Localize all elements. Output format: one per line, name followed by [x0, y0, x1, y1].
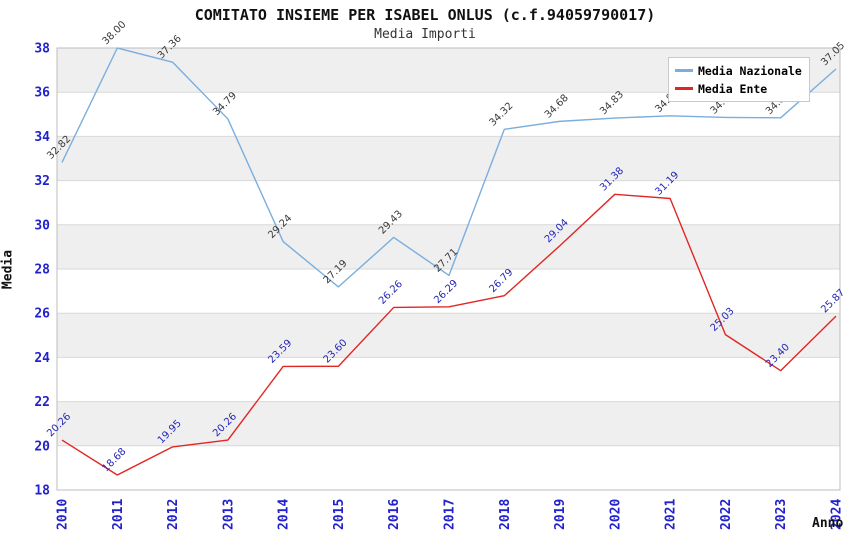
y-tick-label: 22: [34, 395, 50, 410]
y-tick-label: 30: [34, 218, 50, 233]
legend-swatch-nazionale-icon: [675, 69, 693, 72]
y-tick-label: 20: [34, 439, 50, 454]
plot-band: [57, 224, 840, 269]
x-tick-label: 2023: [774, 499, 789, 530]
x-tick-label: 2021: [664, 499, 679, 530]
plot-band: [57, 180, 840, 225]
y-tick-label: 34: [34, 130, 50, 145]
plot-band: [57, 401, 840, 446]
legend-item-media-ente: Media Ente: [675, 81, 802, 96]
x-tick-label: 2013: [221, 499, 236, 530]
y-tick-label: 38: [34, 42, 50, 57]
y-tick-label: 28: [34, 263, 50, 278]
x-tick-label: 2016: [387, 499, 402, 530]
x-tick-label: 2019: [553, 499, 568, 530]
legend-item-media-nazionale: Media Nazionale: [675, 63, 802, 78]
chart-subtitle: Media Importi: [374, 27, 476, 42]
plot-band: [57, 357, 840, 402]
y-tick-label: 32: [34, 174, 50, 189]
plot-border: [56, 47, 841, 491]
legend: Media Nazionale Media Ente: [668, 57, 810, 102]
x-tick-label: 2012: [166, 499, 181, 530]
x-tick-label: 2020: [608, 499, 623, 530]
x-tick-label: 2018: [498, 499, 513, 530]
y-tick-label: 24: [34, 351, 50, 366]
x-tick-label: 2017: [443, 499, 458, 530]
x-tick-label: 2014: [277, 499, 292, 530]
plot-band: [57, 445, 840, 490]
series-line-media-nazionale: [61, 47, 837, 288]
y-tick-label: 36: [34, 86, 50, 101]
y-tick-label: 18: [34, 484, 50, 499]
y-tick-label: 26: [34, 307, 50, 322]
legend-label-nazionale: Media Nazionale: [698, 63, 802, 78]
x-tick-label: 2024: [830, 499, 845, 530]
x-axis-title: Anno: [812, 516, 844, 531]
x-tick-label: 2011: [111, 499, 126, 530]
x-tick-label: 2022: [719, 499, 734, 530]
x-tick-label: 2015: [332, 499, 347, 530]
legend-label-ente: Media Ente: [698, 81, 768, 96]
y-axis-title: Media: [0, 249, 16, 290]
plot-band: [57, 269, 840, 314]
plot-band: [57, 313, 840, 358]
legend-swatch-ente-icon: [675, 87, 693, 90]
chart-title: COMITATO INSIEME PER ISABEL ONLUS (c.f.9…: [194, 6, 656, 24]
series-line-media-ente: [61, 193, 837, 476]
x-tick-label: 2010: [56, 499, 71, 530]
plot-band: [57, 136, 840, 181]
point-label: 38.00: [101, 19, 129, 47]
